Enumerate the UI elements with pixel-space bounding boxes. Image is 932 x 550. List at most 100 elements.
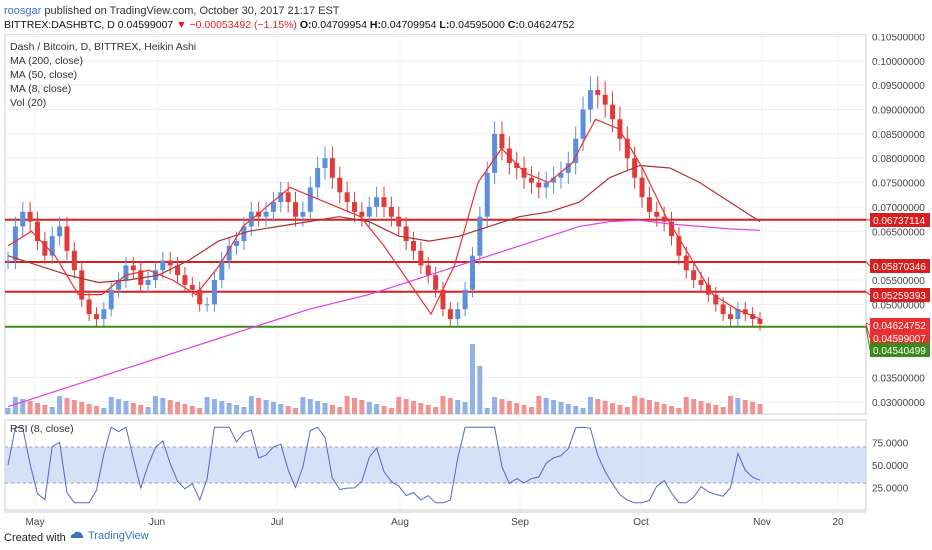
candle-35 [263, 211, 269, 217]
volume-bar-2 [20, 399, 26, 414]
y-tick-label-10: 0.05000000 [872, 300, 925, 311]
volume-bar-62 [462, 402, 468, 414]
volume-bar-52 [388, 408, 394, 414]
tradingview-brand: TradingView [88, 530, 149, 542]
x-tick-label-3: Aug [391, 517, 409, 528]
candle-32 [241, 226, 247, 242]
price-tag-label-4: 0.04599007 [873, 334, 926, 345]
candle-67 [499, 133, 505, 149]
candle-4 [34, 221, 40, 242]
candle-82 [610, 104, 616, 120]
candle-64 [477, 216, 483, 256]
price-tag-label-0: 0.06737114 [873, 216, 926, 227]
x-tick-label-6: Nov [753, 517, 771, 528]
volume-bar-4 [34, 403, 40, 414]
candle-3 [27, 211, 33, 222]
volume-bar-17 [130, 403, 136, 414]
tradingview-logo[interactable]: TradingView [70, 530, 149, 542]
high-value: 0.04709954 [381, 19, 437, 31]
x-tick-label-7: 20 [832, 517, 844, 528]
candle-48 [359, 211, 365, 217]
candle-12 [93, 314, 99, 319]
price-chart[interactable]: 0.10500000 0.10000000 0.09500000 0.09000000… [0, 34, 932, 528]
candle-56 [418, 250, 424, 266]
candle-10 [79, 270, 85, 300]
volume-bar-48 [359, 400, 365, 414]
volume-bar-56 [418, 403, 424, 414]
rsi-tick-label-2: 25.0000 [872, 484, 909, 495]
candle-51 [381, 197, 387, 207]
candle-21 [160, 260, 166, 271]
x-tick-label-0: May [26, 517, 45, 528]
ohlc-bar: BITTREX:DASHBTC, D 0.04599007 ▼ −0.00053… [4, 19, 574, 31]
candle-42 [315, 167, 321, 188]
volume-bar-41 [307, 399, 313, 414]
y-tick-label-0: 0.10500000 [872, 34, 925, 43]
close-value: 0.04624752 [518, 19, 575, 31]
legend-ma50[interactable]: MA (50, close) [10, 69, 78, 81]
candle-81 [602, 94, 608, 105]
legend-vol[interactable]: Vol (20) [10, 97, 47, 109]
candle-57 [425, 265, 431, 276]
volume-bar-71 [528, 407, 534, 414]
candle-45 [337, 177, 343, 193]
volume-bar-64 [477, 366, 483, 414]
volume-bar-61 [455, 400, 461, 414]
price-change: ▼ −0.00053492 (−1.15%) [176, 19, 297, 31]
volume-bar-42 [315, 401, 321, 414]
author-link[interactable]: roosgar [4, 5, 42, 17]
ma200-line [7, 219, 761, 408]
candle-31 [234, 241, 240, 246]
volume-bar-65 [484, 408, 490, 414]
volume-bar-13 [101, 408, 107, 414]
last-price: 0.04599007 [117, 19, 174, 31]
volume-bar-8 [64, 398, 70, 414]
candle-40 [300, 211, 306, 217]
price-tag-0 [870, 213, 930, 227]
price-tag-connector-4 [865, 323, 871, 339]
symbol-label[interactable]: BITTREX:DASHBTC, D [4, 19, 115, 31]
volume-bar-1 [12, 397, 18, 414]
y-tick-label-9: 0.05500000 [872, 276, 925, 287]
volume-bar-27 [204, 397, 210, 414]
low-value: 0.04595000 [449, 19, 505, 31]
volume-bar-19 [145, 407, 151, 414]
volume-bar-22 [167, 400, 173, 414]
volume-bar-67 [499, 399, 505, 414]
volume-bar-75 [558, 402, 564, 414]
rsi-legend[interactable]: RSI (8, close) [10, 423, 74, 435]
candle-41 [307, 187, 313, 212]
candle-73 [543, 182, 549, 188]
candle-94 [698, 280, 704, 285]
candle-61 [455, 309, 461, 319]
x-tick-label-1: Jun [149, 517, 165, 528]
candle-27 [204, 304, 210, 306]
x-tick-label-4: Sep [511, 517, 529, 528]
price-tag-label-3: 0.04624752 [873, 321, 926, 332]
volume-bar-6 [49, 407, 55, 414]
candle-46 [344, 192, 350, 203]
volume-bar-45 [337, 407, 343, 414]
candle-23 [175, 265, 181, 276]
candle-88 [654, 211, 660, 217]
candle-75 [558, 172, 564, 178]
candle-8 [64, 226, 70, 251]
legend-ma8[interactable]: MA (8, close) [10, 83, 72, 95]
volume-bar-66 [492, 397, 498, 414]
legend-ma200[interactable]: MA (200, close) [10, 55, 83, 67]
volume-bar-16 [123, 401, 129, 414]
volume-bar-102 [757, 404, 763, 414]
candle-29 [219, 260, 225, 281]
candle-93 [691, 270, 697, 281]
ma50-line [7, 164, 761, 284]
volume-bar-100 [742, 400, 748, 414]
volume-bar-73 [543, 398, 549, 414]
candle-30 [226, 245, 232, 261]
volume-bar-28 [211, 399, 217, 414]
y-tick-label-8: 0.06500000 [872, 227, 925, 238]
candle-37 [278, 192, 284, 203]
candle-99 [735, 309, 741, 319]
volume-bar-35 [263, 400, 269, 414]
volume-bar-79 [587, 397, 593, 414]
candle-76 [565, 163, 571, 173]
